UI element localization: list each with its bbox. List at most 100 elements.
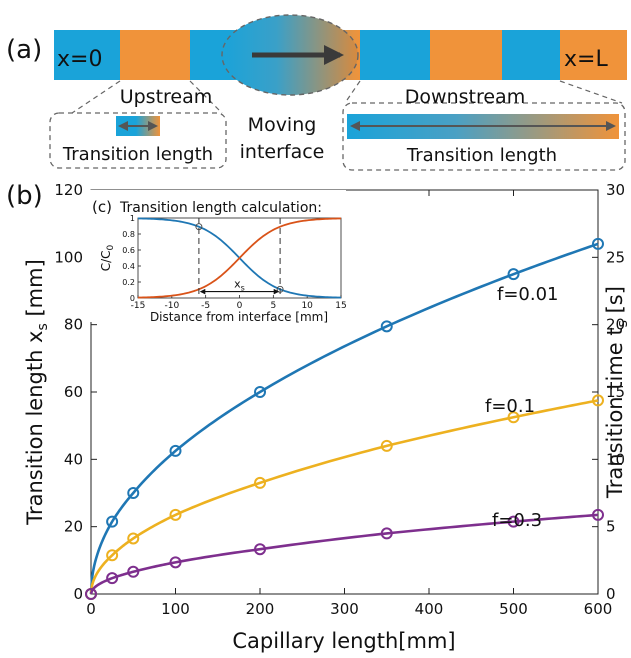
inset-series: xs [137,217,342,299]
x-tick-label: 200 [246,600,275,618]
downstream-transition-label: Transition length [406,145,557,166]
y-tick-label: 40 [64,450,83,468]
y2-tick-label: 0 [606,585,616,603]
segment-blue [502,30,560,80]
downstream-callout-box [342,102,626,171]
inset-title: Transition length calculation: [119,200,322,216]
x-tick-label: 100 [161,600,190,618]
data-point [380,527,393,540]
y2-tick-label: 5 [606,518,616,536]
downstream-label: Downstream [405,86,525,108]
segment-blue [360,30,430,80]
main-ylabel-text: Transition length x [23,331,47,526]
data-point [169,508,182,521]
capillary-bar: x=0 x=L [54,14,627,96]
main-series [85,237,604,600]
panel-b-label: (b) [6,181,43,211]
panel-b: (b) 0 100 200 300 400 500 60002040608010012005… [6,181,631,653]
data-point [127,532,140,545]
upstream-callout-box [49,112,227,169]
y-tick-label: 80 [64,316,83,334]
main-ylabel-unit: [mm] [23,259,47,323]
downstream-callout-line [559,80,623,104]
y-tick-label: 100 [54,248,83,266]
inset-background [90,190,346,322]
upstream-callout-line [189,80,223,114]
inset-x-tick-label: 5 [270,301,276,311]
upstream-callout-line [71,80,121,114]
series-label-f001: f=0.01 [497,284,559,305]
inset-marker-point [195,223,203,231]
y2-tick-label: 10 [606,450,625,468]
main-axes: 0 100 200 300 400 500 600020406080100120051015… [54,181,625,618]
inset-curve-1 [137,217,342,299]
x-tick-label: 400 [415,600,444,618]
y-tick-label: 60 [64,383,83,401]
inset-y-tick-label: 0.4 [122,262,135,271]
data-point [380,439,393,452]
data-point [507,515,520,528]
panel-c-label: (c) [92,198,112,216]
segment-orange [430,30,502,80]
y2-tick-label: 20 [606,316,625,334]
inset-y-tick-label: 1 [130,214,135,223]
data-point [169,556,182,569]
inset-ylabel-text: C/C [99,250,113,271]
data-point [85,588,97,600]
right-end-label: x=L [564,47,608,72]
y2-tick-label: 15 [606,383,625,401]
panel-a: (a) x=0 x=L Upstream Transition length M… [6,14,627,171]
segment-orange [560,30,627,80]
inset-y-tick-label: 0.8 [122,230,135,239]
interface-label: interface [240,141,325,163]
inset-xlabel: Distance from interface [mm] [150,310,328,324]
panel-a-label: (a) [6,35,42,65]
inset-axes: -15 -10 -5 0 5 10 15 0 0.2 0.4 0.6 0.8 1 [122,214,346,311]
data-point [127,565,140,578]
data-point [106,515,119,528]
data-point [507,268,520,281]
y-tick-label: 0 [73,585,83,603]
inset-x-tick-label: -10 [164,301,179,311]
series-label-f03: f=0.3 [492,510,542,531]
data-point [169,444,182,457]
series-line-2 [89,513,599,595]
inset-y-tick-label: 0.2 [122,278,135,287]
segment-blue [54,30,120,80]
x-tick-label: 300 [330,600,359,618]
data-point [106,549,119,562]
y-tick-label: 120 [54,181,83,199]
inset-ylabel: C/C0 [99,244,116,271]
x-tick-label: 500 [499,600,528,618]
y-tick-label: 20 [64,518,83,536]
data-point [592,237,604,250]
data-point [507,411,520,424]
downstream-callout-line [344,80,361,104]
main-xlabel: Capillary length[mm] [232,629,455,653]
x-tick-label: 0 [86,600,96,618]
main-y2label-text: Transition time t [603,327,627,499]
data-point [380,320,393,333]
main-ylabel: Transition length xs [mm] [23,259,51,526]
upstream-transition-label: Transition length [62,144,213,165]
series-line-0 [89,242,599,595]
data-point [592,508,604,521]
inset-xs-sub: s [241,284,245,293]
moving-label: Moving [248,114,317,136]
data-point [592,394,604,407]
data-point [254,476,266,489]
left-end-label: x=0 [57,47,102,72]
inset-x-tick-label: 15 [335,301,346,311]
main-y2label-unit: [s] [603,286,627,320]
data-point [254,386,266,398]
main-y2label-sub: s [615,320,631,327]
inset-ylabel-sub: 0 [106,244,116,250]
panel-c: (c) Transition length calculation: -15 -1… [90,190,347,324]
y2-tick-label: 30 [606,181,625,199]
data-point [127,487,140,499]
main-ylabel-sub: s [35,323,51,330]
inset-x-tick-label: -15 [131,301,146,311]
inset-x-tick-label: 10 [301,301,313,311]
inset-x-tick-label: -5 [201,301,210,311]
